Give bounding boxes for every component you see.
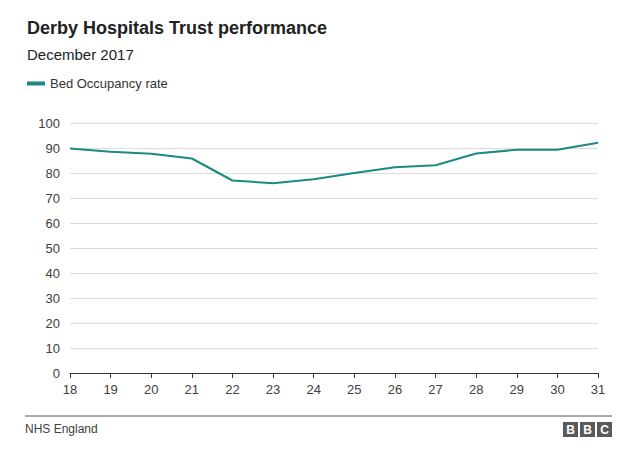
svg-text:19: 19 [103,382,117,397]
svg-text:C: C [600,423,609,437]
svg-text:18: 18 [63,382,77,397]
svg-text:29: 29 [510,382,524,397]
svg-text:90: 90 [46,141,60,156]
svg-text:B: B [583,423,592,437]
svg-text:December 2017: December 2017 [27,46,134,63]
svg-text:50: 50 [46,241,60,256]
svg-text:100: 100 [38,116,60,131]
svg-text:21: 21 [185,382,199,397]
svg-text:25: 25 [347,382,361,397]
svg-text:30: 30 [46,291,60,306]
svg-text:10: 10 [46,341,60,356]
svg-text:80: 80 [46,166,60,181]
svg-text:B: B [566,423,575,437]
svg-text:24: 24 [306,382,320,397]
svg-text:NHS England: NHS England [25,422,98,436]
svg-text:70: 70 [46,191,60,206]
svg-text:23: 23 [266,382,280,397]
svg-text:22: 22 [225,382,239,397]
svg-text:28: 28 [469,382,483,397]
svg-text:Derby Hospitals Trust performa: Derby Hospitals Trust performance [27,18,327,38]
svg-text:27: 27 [428,382,442,397]
svg-text:Bed Occupancy rate: Bed Occupancy rate [50,76,168,91]
svg-text:40: 40 [46,266,60,281]
svg-text:60: 60 [46,216,60,231]
svg-text:20: 20 [46,316,60,331]
svg-text:30: 30 [550,382,564,397]
svg-text:20: 20 [144,382,158,397]
svg-text:0: 0 [53,366,60,381]
svg-text:26: 26 [388,382,402,397]
svg-text:31: 31 [591,382,605,397]
